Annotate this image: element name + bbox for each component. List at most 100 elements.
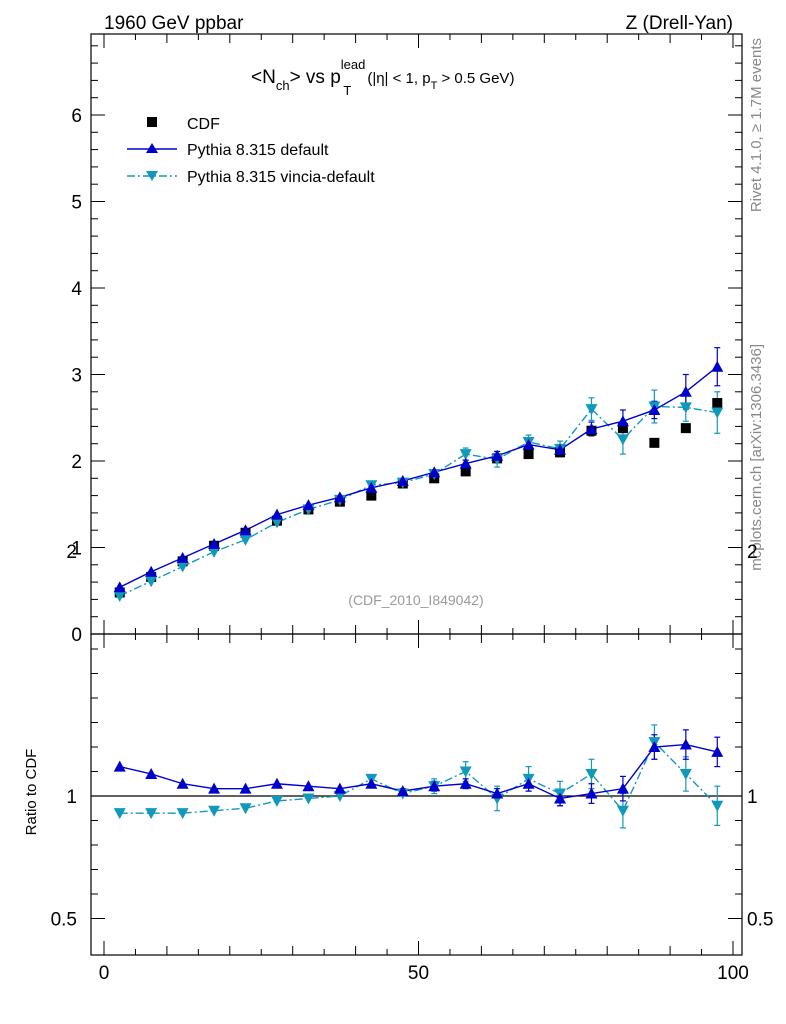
x-tick-label: 0 [99,963,110,984]
vincia-marker [585,404,598,416]
vincia-ratio-marker [679,768,692,780]
ratio-y-tick-label-right: 2 [747,542,758,563]
default-ratio-marker [176,777,189,789]
title-part: lead [341,57,366,72]
default-marker [302,499,315,511]
default-marker [711,360,724,372]
default-ratio-marker [491,787,504,799]
default-marker [113,581,126,593]
vincia-marker [679,402,692,414]
default-ratio-marker [208,782,221,794]
y-tick-label: 6 [71,106,82,127]
vincia-ratio-marker [459,766,472,778]
legend-marker-vincia [146,171,158,181]
default-ratio-marker [333,782,346,794]
y-tick-label: 5 [71,193,82,214]
default-ratio-marker [554,792,567,804]
cdf-marker [460,466,471,477]
vincia-ratio-marker [208,805,221,817]
header-process: Z (Drell-Yan) [626,13,733,34]
default-marker [459,457,472,469]
default-marker [616,415,629,427]
default-marker [428,466,441,478]
default-ratio-line [119,743,718,800]
y-tick-label: 1 [71,539,82,560]
default-marker [648,403,661,415]
y-tick-label: 0 [71,625,82,646]
title-part: > vs p [290,67,341,88]
title-part: T [431,80,438,92]
default-marker [176,551,189,563]
legend: CDF Pythia 8.315 default Pythia 8.315 vi… [127,116,375,186]
default-marker [554,443,567,455]
data-layer [113,347,724,829]
default-marker [208,538,221,550]
y-tick-label: 2 [71,452,82,473]
default-ratio-marker [522,777,535,789]
ratio-y-tick-label: 1 [66,787,77,808]
vincia-ratio-marker [270,795,283,807]
mcplots-label: mcplots.cern.ch [arXiv:1306.3436] [748,344,765,571]
default-ratio-marker [616,782,629,794]
ratio-y-tick-label: 2 [66,542,77,563]
legend-label-default: Pythia 8.315 default [187,142,329,159]
title-part: T [343,83,351,98]
legend-label-cdf: CDF [187,116,220,133]
legend-marker-default [146,143,158,153]
legend-marker-cdf [147,117,157,127]
vincia-marker [616,434,629,446]
x-tick-label: 100 [717,963,749,984]
default-ratio-marker [239,782,252,794]
vincia-ratio-marker [302,793,315,805]
plot-title: <Nch> vs plead T(|η| < 1, pT > 0.5 GeV) [251,57,514,98]
default-marker [365,481,378,493]
default-marker [522,438,535,450]
cdf-marker [680,423,691,434]
vincia-ratio-marker [711,800,724,812]
ratio-y-tick-label-right: 0.5 [747,910,773,931]
default-line [119,366,718,588]
default-marker [333,491,346,503]
x-tick-label: 50 [408,963,429,984]
default-ratio-marker [428,780,441,792]
default-ratio-marker [396,785,409,797]
title-part: <N [251,67,276,88]
default-ratio-marker [145,767,158,779]
default-marker [491,449,504,461]
vincia-marker [270,517,283,529]
default-ratio-marker [679,738,692,750]
header-energy: 1960 GeV ppbar [104,13,244,34]
cdf-marker [617,423,628,434]
default-ratio-marker [270,777,283,789]
vincia-marker [459,449,472,461]
title-part: > 0.5 GeV) [437,70,514,87]
cdf-marker [649,437,660,448]
y-tick-label: 3 [71,366,82,387]
default-ratio-marker [585,787,598,799]
default-ratio-marker [648,741,661,752]
cdf-marker [523,449,534,460]
vincia-ratio-marker [616,805,629,817]
default-marker [585,422,598,434]
default-ratio-marker [711,745,724,757]
default-marker [679,385,692,397]
vincia-ratio-marker [585,768,598,780]
default-marker [396,474,409,486]
y-tick-label: 4 [71,279,82,300]
title-part: (|η| < 1, p [367,70,430,87]
cdf-marker [712,398,723,409]
vincia-marker [113,590,126,602]
vincia-ratio-marker [239,803,252,815]
default-ratio-marker [459,777,472,789]
vincia-ratio-line [119,740,718,814]
title-part: ch [276,78,290,93]
vincia-marker [239,534,252,546]
default-marker [270,508,283,520]
ratio-y-tick-label: 0.5 [51,910,77,931]
vincia-marker [208,546,221,558]
default-marker [145,565,158,577]
default-ratio-marker [113,760,126,772]
vincia-ratio-marker [145,808,158,820]
